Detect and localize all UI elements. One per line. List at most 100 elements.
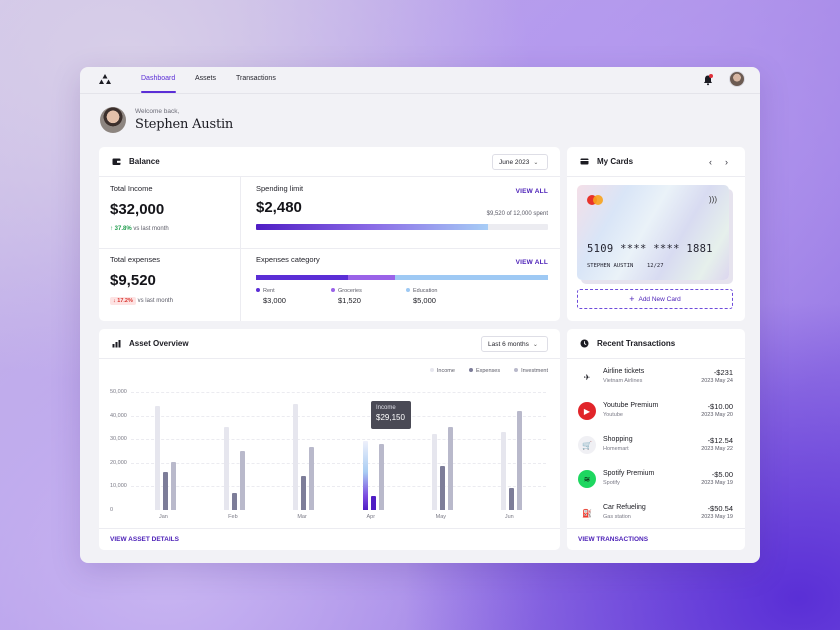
credit-card[interactable]: ))) 5109 **** **** 1881 STEPHEN AUSTIN 1… xyxy=(577,185,729,280)
y-tick-label: 10,000 xyxy=(110,483,127,490)
bar-expenses-feb[interactable] xyxy=(232,493,238,510)
balance-header: Balance June 2023 ⌄ xyxy=(99,147,560,177)
bar-income-jun[interactable] xyxy=(500,432,506,510)
recent-transactions-footer: VIEW TRANSACTIONS xyxy=(567,528,745,550)
transaction-merchant: Youtube xyxy=(603,412,623,418)
spending-limit-value: $2,480 xyxy=(256,199,302,216)
transaction-name: Spotify Premium xyxy=(603,470,655,477)
balance-period-value: June 2023 xyxy=(499,158,530,166)
legend-label: Investment xyxy=(521,368,548,374)
notification-dot xyxy=(709,74,713,78)
transaction-amount: -$231 xyxy=(713,368,733,377)
welcome-user-name: Stephen Austin xyxy=(135,117,234,132)
gridline xyxy=(131,462,546,464)
tab-transactions[interactable]: Transactions xyxy=(236,75,276,82)
my-cards-title: My Cards xyxy=(597,157,634,166)
y-tick-label: 0 xyxy=(110,507,114,513)
dashboard-window: Dashboard Assets Transactions Welcome ba… xyxy=(80,67,760,563)
mastercard-logo-icon xyxy=(587,195,605,205)
profile-avatar xyxy=(100,107,126,133)
view-asset-details-link[interactable]: VIEW ASSET DETAILS xyxy=(110,536,179,543)
bar-expenses-jan[interactable] xyxy=(163,472,168,510)
bar-income-feb[interactable] xyxy=(224,427,230,510)
bar-investment-jan[interactable] xyxy=(171,461,176,510)
bar-expenses-jun[interactable] xyxy=(508,487,514,510)
bar-income-may[interactable] xyxy=(431,434,437,510)
bar-expenses-may[interactable] xyxy=(439,466,445,510)
gridline xyxy=(131,415,546,417)
y-tick-label: 50,000 xyxy=(110,389,127,395)
bar-expenses-apr[interactable] xyxy=(370,495,376,510)
bar-investment-may[interactable] xyxy=(447,427,453,510)
my-cards-header: My Cards ‹ › xyxy=(567,147,745,177)
bar-investment-feb[interactable] xyxy=(240,451,246,510)
bar-investment-jun[interactable] xyxy=(516,410,522,510)
spending-view-all-link[interactable]: VIEW ALL xyxy=(515,188,548,195)
transaction-date: 2023 May 19 xyxy=(701,514,733,520)
bar-chart-icon xyxy=(112,340,121,348)
bar-expenses-mar[interactable] xyxy=(301,475,307,510)
view-transactions-link[interactable]: VIEW TRANSACTIONS xyxy=(578,536,649,543)
transaction-merchant: Spotify xyxy=(603,480,620,486)
transaction-row[interactable]: ▶ Youtube Premium Youtube -$10.00 2023 May 2… xyxy=(567,398,745,432)
credit-card-icon xyxy=(580,158,589,165)
tab-dashboard[interactable]: Dashboard xyxy=(141,75,176,82)
expenses-view-all-link[interactable]: VIEW ALL xyxy=(515,259,548,266)
transaction-row[interactable]: 🛒 Shopping Homemart -$12.54 2023 May 22 xyxy=(567,432,745,466)
legend-dot xyxy=(514,368,519,372)
transaction-date: 2023 May 24 xyxy=(701,378,733,384)
legend-dot xyxy=(429,368,434,372)
logo-icon[interactable] xyxy=(98,73,112,87)
transaction-name: Shopping xyxy=(603,436,633,443)
my-cards-panel: My Cards ‹ › ))) 5109 **** **** 1881 STE… xyxy=(567,147,745,321)
asset-overview-footer: VIEW ASSET DETAILS xyxy=(99,528,560,550)
chevron-right-icon[interactable]: › xyxy=(725,157,728,167)
x-tick-label: Apr xyxy=(366,514,376,520)
asset-period-select[interactable]: Last 6 months ⌄ xyxy=(481,336,548,352)
transaction-name: Airline tickets xyxy=(603,368,645,375)
spending-limit-label: Spending limit xyxy=(256,184,304,193)
legend-label: Income xyxy=(436,368,455,374)
gridline xyxy=(131,392,546,393)
total-expenses-value: $9,520 xyxy=(110,272,156,289)
recent-transactions-panel: Recent Transactions ✈ Airline tickets Viet… xyxy=(567,329,745,550)
tab-assets[interactable]: Assets xyxy=(195,75,217,82)
category-segment-rent xyxy=(256,275,349,280)
balance-vertical-divider xyxy=(240,177,241,321)
wallet-icon xyxy=(112,158,121,165)
nav-divider xyxy=(80,93,760,94)
balance-period-select[interactable]: June 2023 ⌄ xyxy=(492,154,548,170)
bar-investment-apr[interactable] xyxy=(378,443,384,510)
chart-legend: Income Expenses Investment xyxy=(429,368,548,374)
bar-income-mar[interactable] xyxy=(293,403,299,510)
asset-overview-card: Asset Overview Last 6 months ⌄ Income Exp… xyxy=(99,329,560,550)
user-avatar[interactable] xyxy=(729,71,745,87)
transaction-date: 2023 May 20 xyxy=(701,412,733,418)
welcome-greeting: Welcome back, xyxy=(135,108,180,115)
expenses-category-legend: Rent $3,000 Groceries $1,520 Education $5,000 xyxy=(256,288,548,318)
top-nav: Dashboard Assets Transactions xyxy=(80,67,760,93)
expenses-change-badge: ↓ 17.2% xyxy=(110,297,136,305)
bar-income-jan[interactable] xyxy=(155,406,160,510)
chevron-left-icon[interactable]: ‹ xyxy=(709,157,712,167)
bar-income-apr[interactable] xyxy=(362,441,368,510)
chevron-down-icon: ⌄ xyxy=(533,159,539,166)
legend-dot xyxy=(256,288,260,292)
transaction-amount: -$10.00 xyxy=(707,402,733,411)
category-segment-education xyxy=(394,275,548,280)
asset-overview-header: Asset Overview Last 6 months ⌄ xyxy=(99,329,560,359)
transaction-row[interactable]: ≋ Spotify Premium Spotify -$5.00 2023 May 19 xyxy=(567,466,745,500)
x-tick-label: Jun xyxy=(504,514,514,520)
bar-investment-mar[interactable] xyxy=(309,447,315,510)
transaction-amount: -$5.00 xyxy=(711,470,733,479)
transaction-row[interactable]: ✈ Airline tickets Vietnam Airlines -$231 202… xyxy=(567,364,745,398)
balance-horizontal-divider xyxy=(99,248,560,249)
transaction-row[interactable]: ⛽ Car Refueling Gas station -$50.54 2023 May… xyxy=(567,500,745,534)
category-name: Education xyxy=(406,288,437,294)
add-new-card-button[interactable]: + Add New Card xyxy=(577,289,733,309)
category-legend-item: Education $5,000 xyxy=(406,288,437,305)
plus-icon: + xyxy=(629,294,635,304)
balance-card: Balance June 2023 ⌄ Total Income $32,000… xyxy=(99,147,560,321)
total-income-value: $32,000 xyxy=(110,201,165,218)
chart-tooltip: Income $29,150 xyxy=(371,401,411,429)
